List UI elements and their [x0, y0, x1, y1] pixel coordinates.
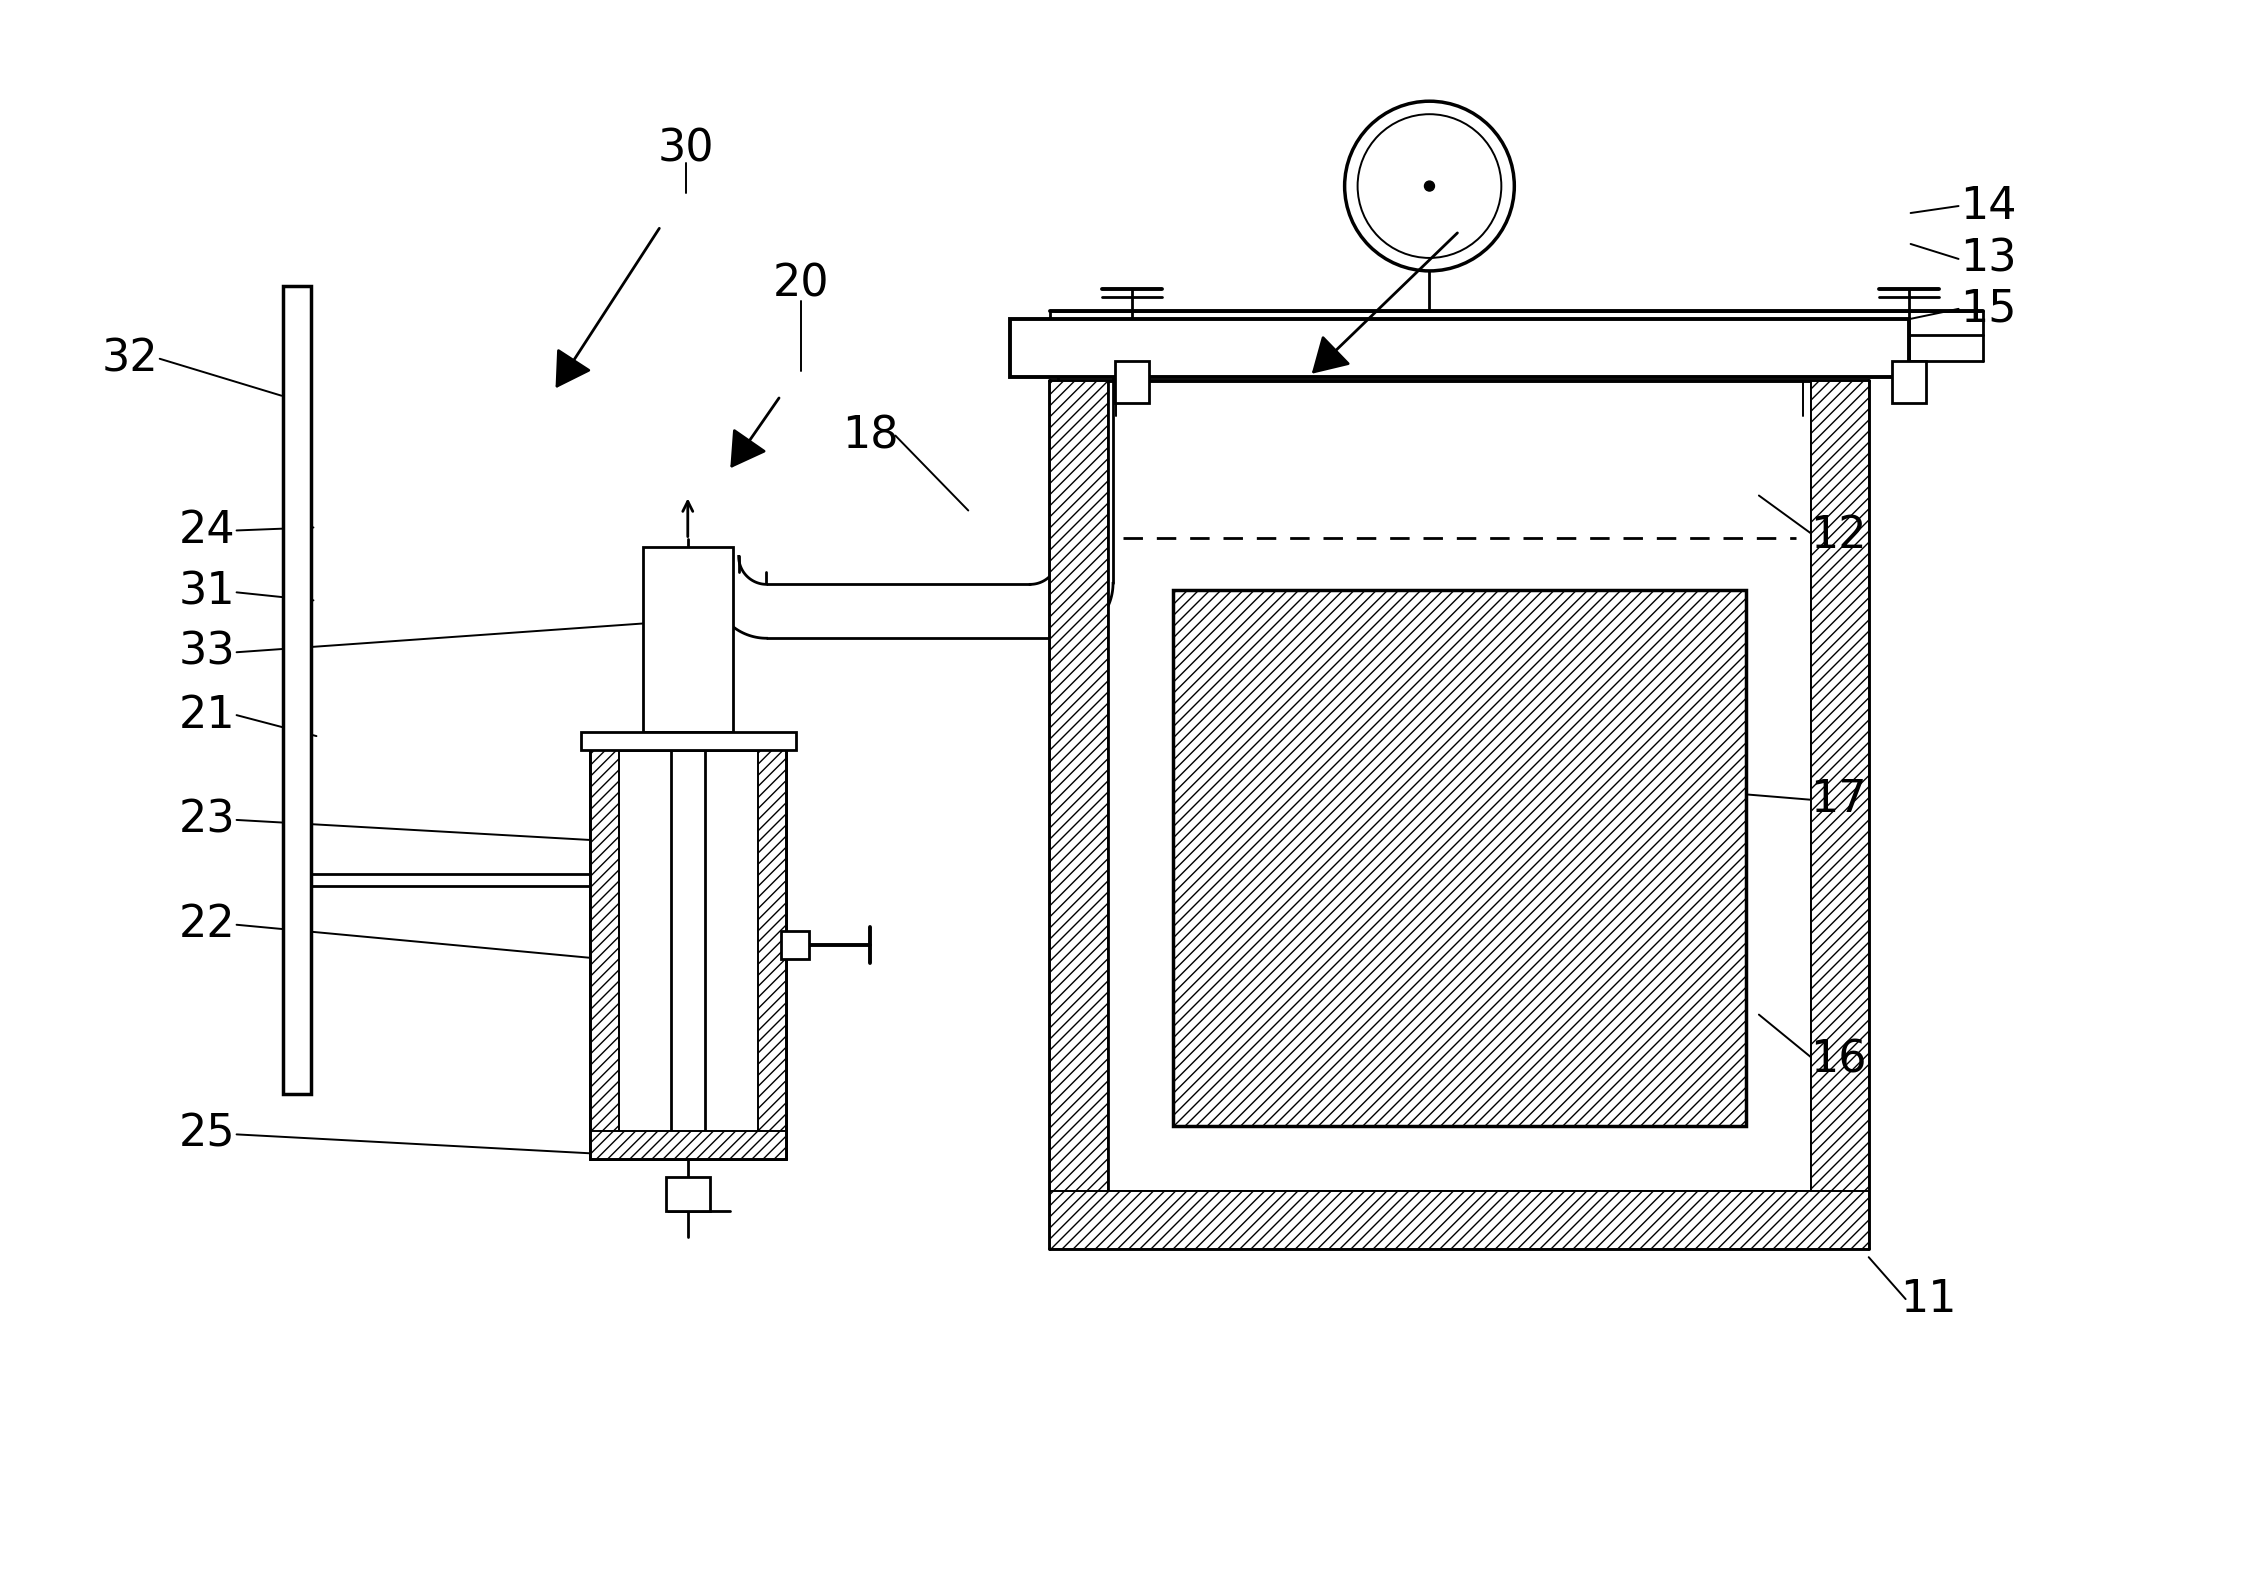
- Text: 13: 13: [1959, 238, 2016, 281]
- Circle shape: [1358, 113, 1501, 258]
- Text: 33: 33: [179, 630, 235, 673]
- Circle shape: [1424, 181, 1435, 191]
- Bar: [581, 733, 796, 750]
- Bar: [1173, 591, 1747, 1127]
- Bar: [642, 547, 732, 733]
- Bar: [667, 1177, 710, 1212]
- Text: 21: 21: [179, 693, 235, 736]
- Bar: [1810, 381, 1869, 1250]
- Text: 31: 31: [179, 571, 235, 613]
- Text: 12: 12: [1810, 514, 1867, 556]
- Text: 15: 15: [1959, 287, 2016, 331]
- Text: 16: 16: [1810, 1039, 1867, 1081]
- Text: 14: 14: [1959, 184, 2016, 227]
- Text: 32: 32: [102, 337, 158, 380]
- Bar: [780, 931, 809, 958]
- Bar: [282, 285, 312, 1094]
- Text: 11: 11: [1901, 1278, 1957, 1321]
- Bar: [1051, 1191, 1869, 1250]
- Text: 30: 30: [658, 128, 714, 170]
- Text: 20: 20: [773, 262, 829, 306]
- Bar: [1892, 361, 1926, 403]
- Text: 17: 17: [1810, 779, 1867, 821]
- Bar: [757, 750, 786, 1160]
- Bar: [1010, 318, 1910, 377]
- Bar: [1051, 381, 1107, 1250]
- Text: 25: 25: [179, 1113, 235, 1155]
- Text: 24: 24: [179, 509, 235, 552]
- Bar: [1114, 361, 1148, 403]
- Text: 22: 22: [179, 903, 235, 946]
- Text: 23: 23: [179, 799, 235, 842]
- Text: 10: 10: [1410, 128, 1467, 170]
- Bar: [590, 1132, 786, 1160]
- Bar: [590, 750, 619, 1160]
- Text: 18: 18: [843, 414, 899, 457]
- Circle shape: [1345, 101, 1514, 271]
- Bar: [1173, 591, 1747, 1127]
- Bar: [590, 750, 786, 1160]
